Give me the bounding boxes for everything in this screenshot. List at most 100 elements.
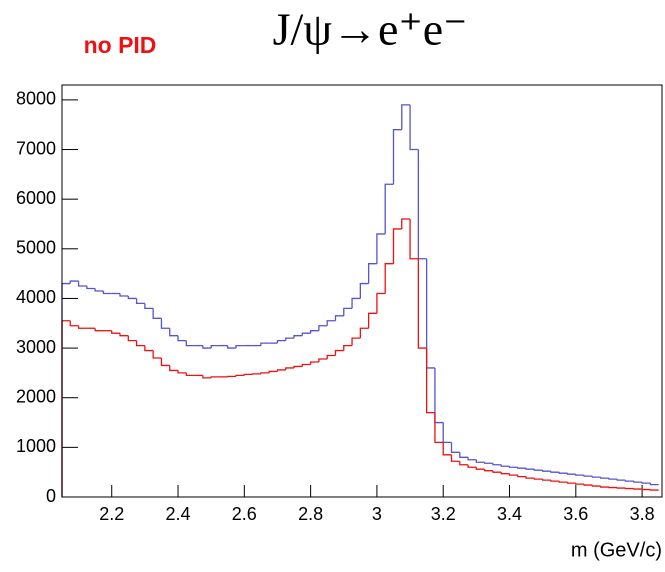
histogram-bin: [468, 457, 476, 459]
y-tick-label: 1000: [16, 436, 56, 456]
histogram-bin: [510, 466, 518, 467]
histogram-bin: [493, 471, 501, 472]
x-tick-label: 2.2: [99, 504, 124, 524]
histogram-bin: [493, 463, 501, 464]
histogram-bin: [534, 469, 542, 470]
histogram-bin: [476, 460, 484, 462]
y-tick-label: 6000: [16, 188, 56, 208]
histogram-bin: [153, 351, 161, 358]
histogram-bin: [294, 366, 302, 367]
y-tick-label: 7000: [16, 138, 56, 158]
histogram-bin: [518, 467, 526, 468]
histogram-bin: [568, 482, 576, 483]
histogram-bin: [302, 333, 310, 335]
histogram-bin: [369, 264, 377, 284]
histogram-bin: [211, 377, 219, 378]
histogram-bin: [286, 338, 294, 340]
plot-frame: [62, 85, 662, 497]
histogram-bin: [543, 470, 551, 471]
histogram-bin: [335, 316, 343, 321]
histogram-bin: [468, 465, 476, 467]
histogram-bin: [186, 341, 194, 346]
histogram-bin: [427, 348, 435, 413]
histogram-bin: [319, 326, 327, 331]
histogram-bin: [568, 473, 576, 474]
histogram-bin: [178, 370, 186, 372]
histogram-bin: [393, 130, 401, 185]
y-tick-label: 5000: [16, 238, 56, 258]
histogram-bin: [369, 313, 377, 328]
x-tick-label: 2.8: [298, 504, 323, 524]
x-tick-label: 3: [372, 504, 382, 524]
histogram-bin: [327, 321, 335, 326]
y-tick-label: 0: [46, 486, 56, 506]
histogram-bin: [70, 281, 78, 283]
y-tick-label: 2000: [16, 386, 56, 406]
histogram-bin: [112, 331, 120, 333]
histogram-bin: [609, 478, 617, 479]
histogram-bin: [592, 476, 600, 477]
histogram-bin: [634, 481, 642, 482]
histogram-bin: [485, 469, 493, 470]
histogram-bin: [344, 308, 352, 315]
histogram-bin: [103, 291, 111, 293]
histogram-bin: [261, 373, 269, 374]
histogram-bin: [559, 472, 567, 473]
x-tick-label: 3.4: [497, 504, 522, 524]
histogram-bin: [435, 368, 443, 423]
histogram-bin: [261, 343, 269, 345]
histogram-bin: [211, 346, 219, 348]
histogram-bin: [410, 105, 418, 150]
x-tick-label: 3.2: [431, 504, 456, 524]
histogram-bin: [311, 362, 319, 364]
histogram-bin: [153, 308, 161, 318]
histogram-bin: [559, 481, 567, 482]
histogram-bin: [601, 477, 609, 478]
histogram-bin: [137, 298, 145, 303]
histogram-bin: [128, 296, 136, 298]
histogram-bin: [393, 229, 401, 264]
histogram-bin: [79, 281, 87, 286]
histogram-bin: [352, 338, 360, 345]
histogram-bin: [228, 346, 236, 348]
histogram-bin: [236, 346, 244, 348]
y-tick-label: 3000: [16, 337, 56, 357]
histogram-bin: [435, 413, 443, 443]
annotation: no PID: [84, 32, 157, 58]
x-axis-label: m (GeV/c): [571, 539, 662, 561]
histogram-bin: [485, 462, 493, 463]
histogram-bin: [145, 303, 153, 308]
histogram-bin: [236, 375, 244, 376]
histogram-bin: [576, 474, 584, 475]
histogram-bin: [443, 423, 451, 443]
histogram-bin: [277, 341, 285, 343]
histogram-bin: [286, 368, 294, 370]
histogram-bin: [170, 328, 178, 335]
histogram-bin: [161, 358, 169, 365]
histogram-bin: [178, 336, 186, 341]
histogram-bin: [501, 465, 509, 466]
histogram-bin: [186, 373, 194, 375]
histogram-bin: [145, 346, 153, 351]
histogram-bin: [418, 259, 426, 348]
histogram-bin: [319, 359, 327, 362]
histogram-bin: [170, 365, 178, 370]
histogram-bin: [120, 333, 128, 335]
histogram-bin: [70, 321, 78, 326]
histogram-bin: [642, 482, 650, 483]
histogram-bin: [311, 331, 319, 333]
histogram-bin: [518, 475, 526, 476]
y-tick-label: 4000: [16, 287, 56, 307]
histogram-bin: [427, 259, 435, 368]
histogram-bin: [443, 442, 451, 454]
y-tick-label: 8000: [16, 89, 56, 109]
histogram-bin: [576, 483, 584, 484]
histogram-bin: [534, 478, 542, 479]
histogram-bin: [360, 284, 368, 299]
histogram-bin: [120, 293, 128, 295]
histogram-bin: [277, 370, 285, 371]
histogram-bin: [476, 467, 484, 469]
histogram-bin: [452, 442, 460, 452]
x-tick-label: 3.8: [630, 504, 655, 524]
